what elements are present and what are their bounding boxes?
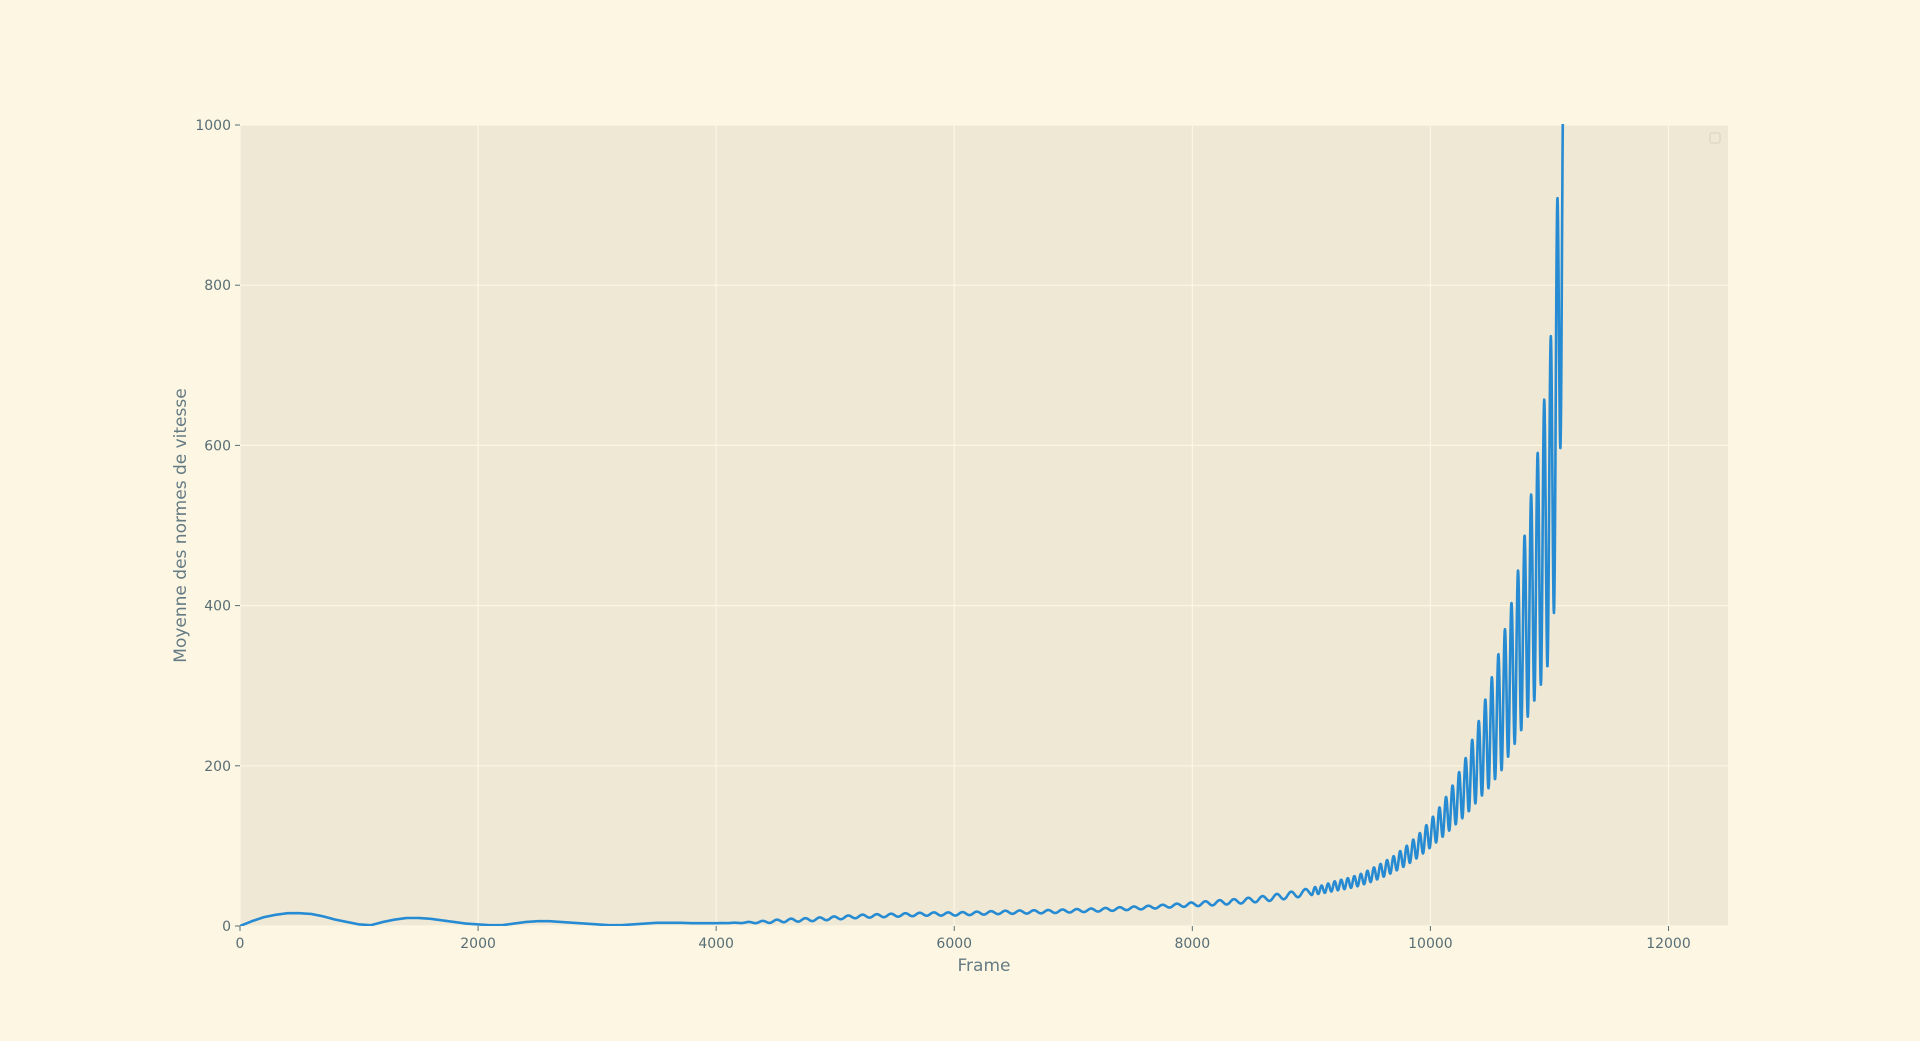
x-tick-label: 6000 — [936, 936, 972, 952]
y-tick-label: 800 — [204, 278, 231, 294]
y-tick-label: 0 — [222, 919, 231, 935]
grid — [239, 124, 1728, 927]
y-tick-label: 1000 — [195, 118, 231, 134]
x-tick-label: 4000 — [698, 936, 734, 952]
series-line — [240, 124, 1565, 926]
y-tick-label: 200 — [204, 759, 231, 775]
x-tick-label: 10000 — [1408, 936, 1453, 952]
x-axis-label: Frame — [958, 956, 1011, 976]
x-axis-ticks: 0 2000 4000 6000 8000 10000 12000 — [236, 926, 1691, 952]
x-tick-label: 12000 — [1646, 936, 1691, 952]
x-tick-label: 8000 — [1174, 936, 1210, 952]
y-axis-label: Moyenne des normes de vitesse — [171, 388, 191, 662]
x-tick-label: 2000 — [460, 936, 496, 952]
y-tick-label: 600 — [204, 438, 231, 454]
x-tick-label: 0 — [236, 936, 245, 952]
y-tick-label: 400 — [204, 599, 231, 615]
plot-area — [240, 125, 1728, 926]
y-axis-ticks: 0 200 400 600 800 1000 — [195, 118, 240, 935]
series-layer — [240, 124, 1565, 926]
legend — [1709, 132, 1721, 144]
